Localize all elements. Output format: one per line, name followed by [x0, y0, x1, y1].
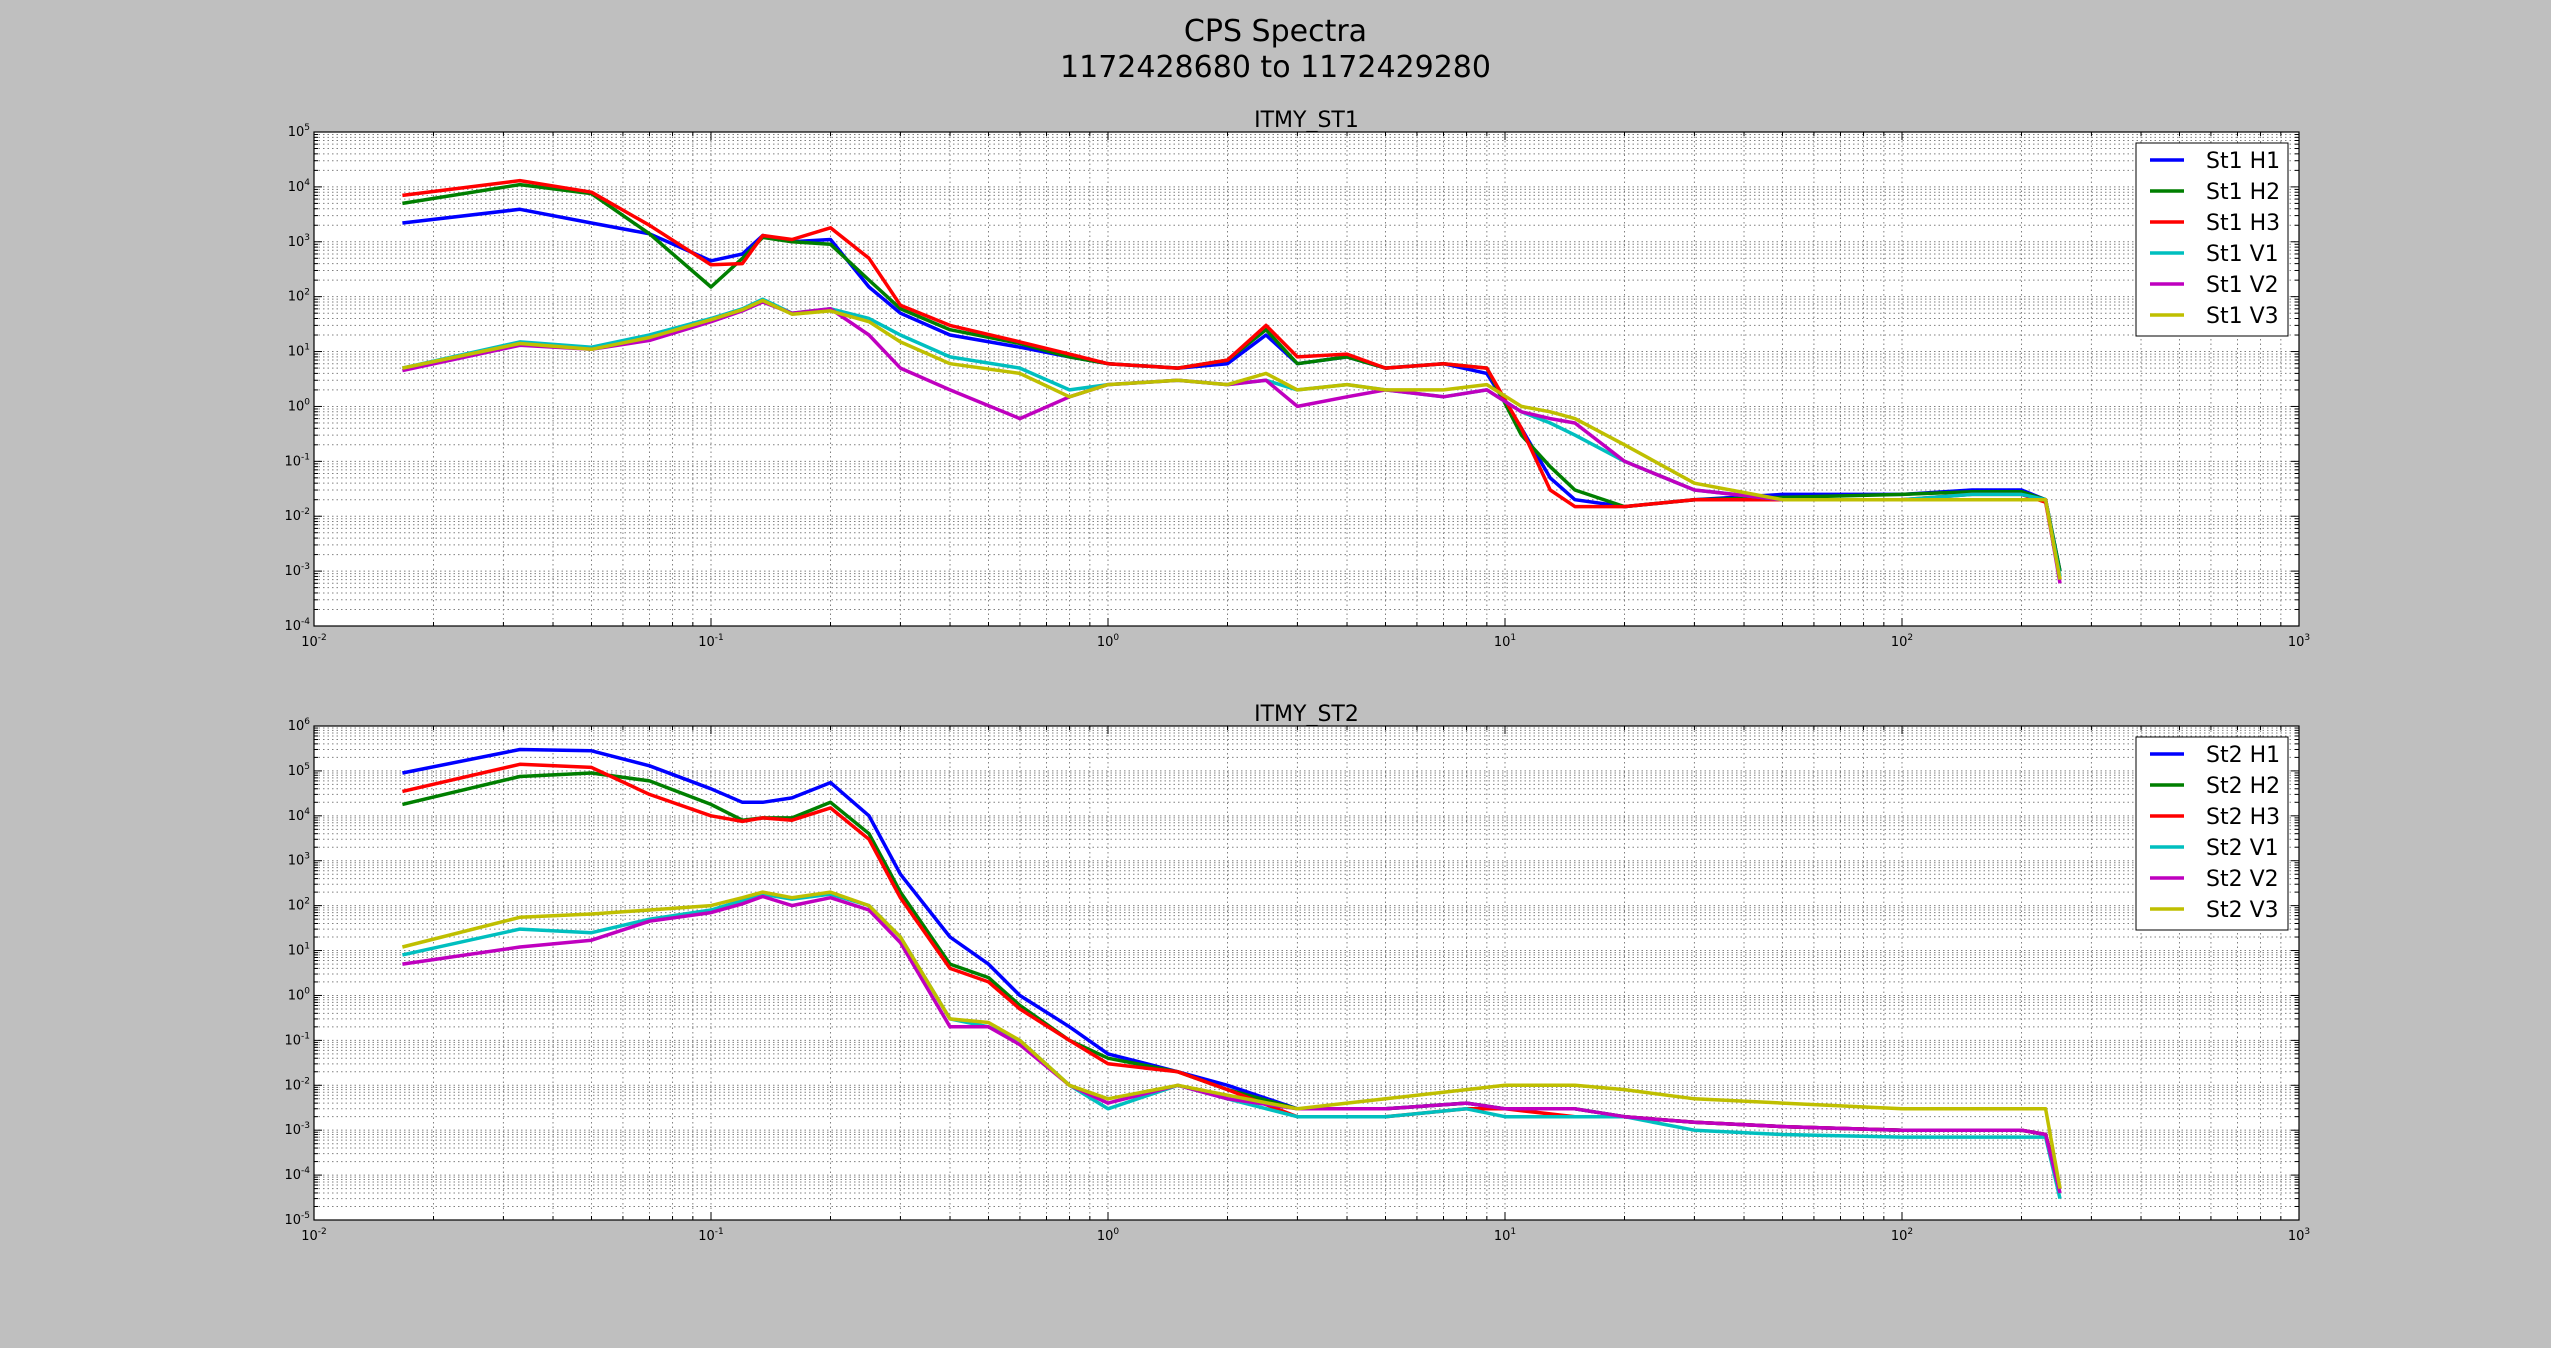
y-tick-label: 10-4	[284, 1166, 310, 1183]
panel-title-1: ITMY_ST1	[1254, 108, 1359, 133]
y-tick-label: 10-4	[284, 617, 310, 634]
series-line-st2-v2	[402, 894, 2062, 1194]
x-tick-label: 10-1	[698, 633, 724, 650]
y-tick-label: 105	[288, 762, 310, 779]
y-tick-label: 106	[288, 717, 311, 734]
legend-label: St1 H1	[2206, 149, 2280, 174]
x-tick-label: 101	[1494, 633, 1516, 650]
x-tick-label: 10-2	[301, 633, 327, 650]
panel-title-2: ITMY_ST2	[1254, 702, 1359, 727]
y-tick-label: 100	[288, 986, 311, 1003]
legend-1: St1 H1 St1 H2 St1 H3 St1 V1 St1 V2 St1 V3	[2135, 142, 2289, 337]
legend-label: St1 H2	[2206, 180, 2280, 205]
x-tick-label: 102	[1891, 1227, 1913, 1244]
series-line-st1-h3	[402, 178, 2062, 580]
y-tick-label: 101	[288, 942, 310, 959]
y-tick-label: 101	[288, 343, 310, 360]
legend-label: St1 V1	[2206, 242, 2279, 267]
legend-box	[2135, 736, 2289, 931]
y-tick-label: 10-2	[284, 1076, 310, 1093]
x-tick-label: 101	[1494, 1227, 1516, 1244]
legend-label: St2 H3	[2206, 805, 2280, 830]
figure-title-line1: CPS Spectra	[1183, 14, 1368, 49]
axes-frame-1	[313, 131, 2300, 627]
y-tick-label: 100	[288, 397, 311, 414]
y-tick-label: 102	[288, 897, 310, 914]
series-line-st1-v3	[402, 298, 2062, 580]
x-tick-label: 10-1	[698, 1227, 724, 1244]
y-tick-label: 10-1	[284, 452, 310, 469]
y-tick-label: 104	[288, 807, 311, 824]
legend-label: St2 V2	[2206, 867, 2279, 892]
series-group-1	[402, 178, 2062, 584]
chart-panel-2: 10-2 10-1 100 101 102 103 10-5 10-4 10-3 10-2 10-1…	[284, 702, 2310, 1244]
legend-label: St1 V3	[2206, 304, 2279, 329]
y-tick-label: 10-5	[284, 1211, 310, 1228]
y-tick-label: 102	[288, 288, 310, 305]
x-tick-label: 100	[1097, 633, 1120, 650]
plot-area-2	[314, 726, 2299, 1220]
axes-frame-2	[313, 725, 2300, 1221]
y-tick-label: 103	[288, 233, 310, 250]
figure-title: CPS Spectra 1172428680 to 1172429280	[0, 14, 2551, 86]
y-tick-label: 10-2	[284, 507, 310, 524]
series-group-2	[401, 747, 2062, 1199]
y-tick-label: 10-1	[284, 1031, 310, 1048]
y-tick-label: 104	[288, 178, 311, 195]
plot-area-1	[314, 132, 2299, 626]
x-tick-label: 102	[1891, 633, 1913, 650]
legend-label: St2 V1	[2206, 836, 2279, 861]
x-tick-label: 103	[2288, 1227, 2310, 1244]
figure-title-line2: 1172428680 to 1172429280	[1060, 50, 1491, 85]
legend-box	[2135, 142, 2289, 337]
legend-label: St2 V3	[2206, 898, 2279, 923]
y-tick-label: 105	[288, 123, 310, 140]
x-tick-label: 103	[2288, 633, 2310, 650]
series-line-st2-v1	[402, 892, 2062, 1199]
legend-label: St2 H2	[2206, 774, 2280, 799]
legend-label: St1 V2	[2206, 273, 2279, 298]
series-line-st2-v3	[401, 890, 2062, 1189]
y-tick-label: 10-3	[284, 562, 310, 579]
y-tick-label: 10-3	[284, 1121, 310, 1138]
chart-panel-1: 10-2 10-1 100 101 102 103 10-4 10-3 10-2 10-1 100 1…	[284, 108, 2310, 650]
legend-label: St1 H3	[2206, 211, 2280, 236]
x-tick-label: 100	[1097, 1227, 1120, 1244]
y-tick-label: 103	[288, 852, 310, 869]
legend-2: St2 H1 St2 H2 St2 H3 St2 V1 St2 V2 St2 V3	[2135, 736, 2289, 931]
legend-label: St2 H1	[2206, 743, 2280, 768]
x-tick-label: 10-2	[301, 1227, 327, 1244]
